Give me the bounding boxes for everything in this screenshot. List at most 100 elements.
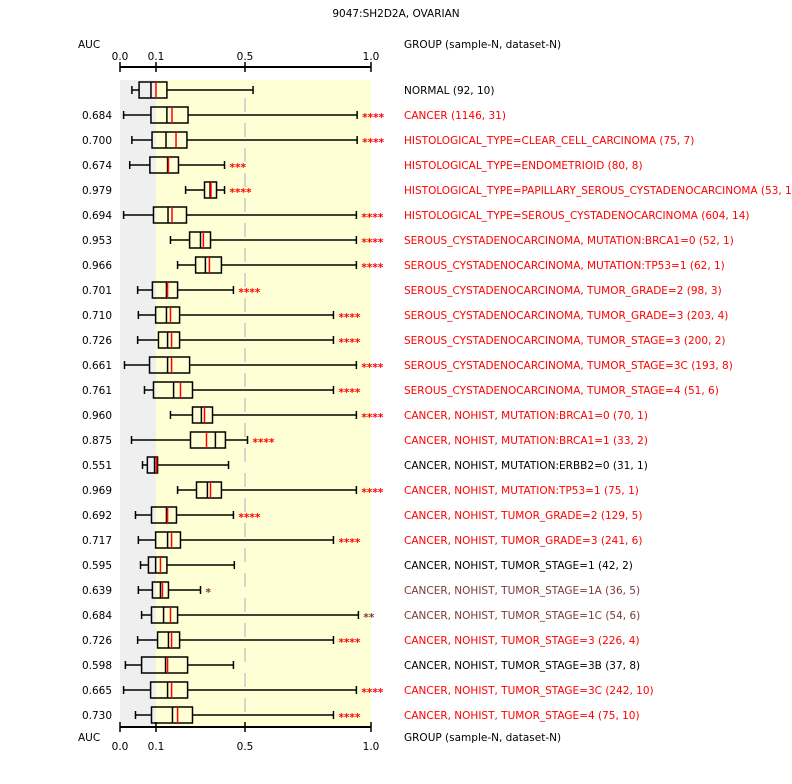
auc-value: 0.700 <box>82 135 112 147</box>
auc-value: 0.694 <box>82 210 112 222</box>
group-label: SEROUS_CYSTADENOCARCINOMA, MUTATION:TP53… <box>404 260 725 272</box>
x-tick-label-bottom: 0.0 <box>112 741 129 753</box>
box-row: **** 0.761 SEROUS_CYSTADENOCARCINOMA, TUMO… <box>82 381 719 399</box>
group-label: HISTOLOGICAL_TYPE=PAPILLARY_SEROUS_CYSTA… <box>404 185 792 197</box>
box-row: **** 0.969 CANCER, NOHIST, MUTATION:TP53=1… <box>82 481 639 499</box>
box <box>148 356 191 374</box>
significance-stars: * <box>206 587 212 599</box>
auc-value: 0.717 <box>82 535 112 547</box>
box-row: NORMAL (92, 10) <box>131 81 494 99</box>
significance-stars: **** <box>338 312 360 324</box>
group-label: CANCER, NOHIST, TUMOR_STAGE=3 (226, 4) <box>404 635 640 647</box>
group-label: CANCER, NOHIST, TUMOR_STAGE=3B (37, 8) <box>404 660 640 672</box>
box-row: **** 0.875 CANCER, NOHIST, MUTATION:BRCA1=… <box>82 431 648 449</box>
chart-title: 9047:SH2D2A, OVARIAN <box>332 8 459 20</box>
auc-header-bottom: AUC <box>78 732 100 744</box>
box-row: **** 0.726 CANCER, NOHIST, TUMOR_STAGE=3 (… <box>82 631 640 649</box>
group-label: SEROUS_CYSTADENOCARCINOMA, TUMOR_GRADE=2… <box>404 285 722 297</box>
box-row: 0.595 CANCER, NOHIST, TUMOR_STAGE=1 (42, … <box>82 556 633 574</box>
box-row: **** 0.960 CANCER, NOHIST, MUTATION:BRCA1=… <box>82 406 648 424</box>
significance-stars: **** <box>362 112 384 124</box>
box <box>151 131 188 149</box>
x-tick-label-bottom: 0.1 <box>148 741 165 753</box>
auc-value: 0.551 <box>82 460 112 472</box>
x-tick-label-top: 1.0 <box>363 51 380 63</box>
box-row: **** 0.953 SEROUS_CYSTADENOCARCINOMA, MUTA… <box>82 231 734 249</box>
group-label: SEROUS_CYSTADENOCARCINOMA, TUMOR_STAGE=4… <box>404 385 719 397</box>
auc-value: 0.953 <box>82 235 112 247</box>
significance-stars: **** <box>338 712 360 724</box>
group-label: NORMAL (92, 10) <box>404 85 494 97</box>
auc-value: 0.710 <box>82 310 112 322</box>
significance-stars: **** <box>338 337 360 349</box>
box-row: **** 0.730 CANCER, NOHIST, TUMOR_STAGE=4 (… <box>82 706 640 724</box>
box-row: **** 0.979 HISTOLOGICAL_TYPE=PAPILLARY_SER… <box>82 181 792 199</box>
significance-stars: **** <box>230 187 252 199</box>
box-row: 0.598 CANCER, NOHIST, TUMOR_STAGE=3B (37,… <box>82 656 640 674</box>
x-tick-label-top: 0.1 <box>148 51 165 63</box>
group-header-top: GROUP (sample-N, dataset-N) <box>404 39 561 51</box>
auc-value: 0.969 <box>82 485 112 497</box>
auc-value: 0.595 <box>82 560 112 572</box>
auc-value: 0.701 <box>82 285 112 297</box>
box-row: **** 0.701 SEROUS_CYSTADENOCARCINOMA, TUMO… <box>82 281 722 299</box>
significance-stars: **** <box>361 212 383 224</box>
box-row: **** 0.661 SEROUS_CYSTADENOCARCINOMA, TUMO… <box>82 356 733 374</box>
auc-value: 0.684 <box>82 110 112 122</box>
significance-stars: **** <box>361 687 383 699</box>
significance-stars: *** <box>230 162 247 174</box>
significance-stars: **** <box>238 287 260 299</box>
auc-value: 0.960 <box>82 410 112 422</box>
group-label: CANCER, NOHIST, MUTATION:TP53=1 (75, 1) <box>404 485 639 497</box>
auc-header-top: AUC <box>78 39 100 51</box>
x-tick-label-bottom: 0.5 <box>237 741 254 753</box>
box <box>189 431 227 449</box>
box-row: **** 0.665 CANCER, NOHIST, TUMOR_STAGE=3C … <box>82 681 654 699</box>
box-row: **** 0.717 CANCER, NOHIST, TUMOR_GRADE=3 (… <box>82 531 642 549</box>
box <box>149 156 180 174</box>
box <box>154 306 181 324</box>
x-tick-label-top: 0.0 <box>112 51 129 63</box>
box <box>157 331 181 349</box>
group-label: CANCER, NOHIST, TUMOR_STAGE=1A (36, 5) <box>404 585 640 597</box>
significance-stars: **** <box>361 487 383 499</box>
group-label: HISTOLOGICAL_TYPE=SEROUS_CYSTADENOCARCIN… <box>404 210 750 222</box>
box <box>195 481 223 499</box>
significance-stars: **** <box>253 437 275 449</box>
box <box>138 81 168 99</box>
group-label: HISTOLOGICAL_TYPE=CLEAR_CELL_CARCINOMA (… <box>404 135 694 147</box>
box-row: 0.551 CANCER, NOHIST, MUTATION:ERBB2=0 (3… <box>82 456 648 474</box>
auc-value: 0.726 <box>82 635 112 647</box>
box-row: *** 0.674 HISTOLOGICAL_TYPE=ENDOMETRIOID (… <box>82 156 643 174</box>
group-label: CANCER, NOHIST, TUMOR_STAGE=1 (42, 2) <box>404 560 633 572</box>
auc-value: 0.692 <box>82 510 112 522</box>
box-row: **** 0.684 CANCER (1146, 31) <box>82 106 506 124</box>
box-row: **** 0.966 SEROUS_CYSTADENOCARCINOMA, MUTA… <box>82 256 725 274</box>
group-label: HISTOLOGICAL_TYPE=ENDOMETRIOID (80, 8) <box>404 160 643 172</box>
auc-value: 0.639 <box>82 585 112 597</box>
group-label: CANCER, NOHIST, TUMOR_STAGE=4 (75, 10) <box>404 710 640 722</box>
auc-value: 0.598 <box>82 660 112 672</box>
box <box>147 556 168 574</box>
box-row: **** 0.692 CANCER, NOHIST, TUMOR_GRADE=2 (… <box>82 506 642 524</box>
box <box>151 281 179 299</box>
x-tick-label-top: 0.5 <box>237 51 254 63</box>
auc-value: 0.665 <box>82 685 112 697</box>
auc-value: 0.966 <box>82 260 112 272</box>
box <box>150 606 179 624</box>
group-label: CANCER, NOHIST, TUMOR_STAGE=3C (242, 10) <box>404 685 654 697</box>
auc-value: 0.730 <box>82 710 112 722</box>
significance-stars: **** <box>338 637 360 649</box>
group-label: CANCER, NOHIST, TUMOR_GRADE=2 (129, 5) <box>404 510 642 522</box>
box-row: ** 0.684 CANCER, NOHIST, TUMOR_STAGE=1C (5… <box>82 606 640 624</box>
box <box>194 256 223 274</box>
auc-region-background <box>156 80 371 727</box>
box <box>152 206 188 224</box>
x-tick-label-bottom: 1.0 <box>363 741 380 753</box>
group-header-bottom: GROUP (sample-N, dataset-N) <box>404 732 561 744</box>
significance-stars: **** <box>362 137 384 149</box>
box-row: **** 0.694 HISTOLOGICAL_TYPE=SEROUS_CYSTAD… <box>82 206 750 224</box>
group-label: CANCER, NOHIST, MUTATION:BRCA1=1 (33, 2) <box>404 435 648 447</box>
significance-stars: **** <box>361 362 383 374</box>
